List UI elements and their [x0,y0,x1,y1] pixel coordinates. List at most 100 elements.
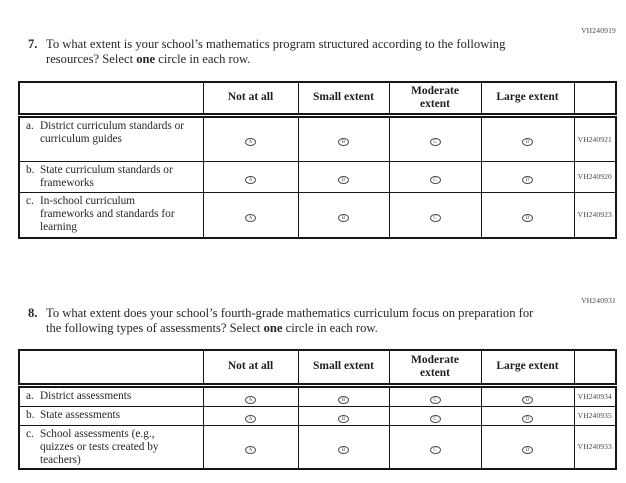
row-marker: b. [26,163,35,176]
answer-circle-c[interactable]: C [429,395,441,404]
header-not-at-all: Not at all [202,81,299,118]
question7-text-bold: one [136,52,156,66]
row-label-cell: b. State assessments [18,405,204,426]
question7-row-a: a. District curriculum standards or curr… [18,114,617,162]
question7: 7. To what extent is your school’s mathe… [28,37,536,67]
answer-circle-c[interactable]: C [429,445,441,454]
answer-cell-large-extent: D [480,424,575,470]
answer-circle-d[interactable]: D [522,414,533,423]
question8-table: Not at all Small extent Moderate extent … [18,349,617,470]
answer-cell-large-extent: D [480,405,575,426]
question8-form-code: VH240931 [581,296,616,305]
row-label: District assessments [40,389,132,402]
question7-row-b: b. State curriculum standards or framewo… [18,160,617,193]
question8: 8. To what extent does your school’s fou… [28,306,536,336]
header-small-extent: Small extent [297,349,390,388]
answer-circle-c[interactable]: C [429,213,441,222]
answer-cell-small-extent: B [297,160,390,193]
question7-row-c: c. In-school curriculum frameworks and s… [18,191,617,239]
question7-form-code: VH240919 [581,26,616,35]
answer-circle-a[interactable]: A [245,445,256,454]
answer-cell-moderate-extent: C [388,160,482,193]
answer-circle-d[interactable]: D [522,395,533,404]
answer-circle-b[interactable]: B [338,414,349,423]
row-item-code: VH240933 [573,424,617,470]
answer-cell-moderate-extent: C [388,405,482,426]
answer-circle-a[interactable]: A [245,414,256,423]
row-label-cell: b. State curriculum standards or framewo… [18,160,204,193]
question8-row-b: b. State assessments A B C D VH240935 [18,405,617,426]
row-marker: c. [26,427,34,440]
answer-cell-not-at-all: A [202,191,299,239]
row-label-cell: a. District assessments [18,384,204,407]
answer-circle-b[interactable]: B [338,213,349,222]
answer-circle-b[interactable]: B [338,175,349,184]
answer-circle-a[interactable]: A [245,395,256,404]
question8-text-bold: one [263,321,283,335]
question8-text-suffix: circle in each row. [282,321,378,335]
question8-text-prefix: To what extent does your school’s fourth… [46,306,534,335]
answer-circle-c[interactable]: C [429,138,441,146]
answer-circle-d[interactable]: D [522,213,533,222]
row-label: District curriculum standards or curricu… [40,119,184,145]
answer-circle-c[interactable]: C [429,414,441,423]
header-large-extent: Large extent [480,349,575,388]
answer-circle-d[interactable]: D [522,138,533,146]
answer-cell-moderate-extent: C [388,191,482,239]
question8-row-c: c. School assessments (e.g., quizzes or … [18,424,617,470]
answer-circle-d[interactable]: D [522,445,533,454]
answer-circle-b[interactable]: B [338,445,349,454]
answer-circle-a[interactable]: A [245,138,256,146]
header-empty-cell [18,349,204,388]
row-item-code: VH240934 [573,384,617,407]
answer-cell-moderate-extent: C [388,384,482,407]
row-marker: b. [26,408,35,421]
row-item-code: VH240923 [573,191,617,239]
answer-cell-small-extent: B [297,384,390,407]
question8-header-row: Not at all Small extent Moderate extent … [18,349,617,388]
row-marker: a. [26,119,34,132]
question7-header-row: Not at all Small extent Moderate extent … [18,81,617,118]
answer-cell-small-extent: B [297,191,390,239]
row-marker: a. [26,389,34,402]
row-label: State assessments [40,408,121,421]
answer-cell-small-extent: B [297,405,390,426]
question7-text-suffix: circle in each row. [155,52,251,66]
question8-row-a: a. District assessments A B C D VH240934 [18,384,617,407]
answer-cell-not-at-all: A [202,114,299,162]
answer-circle-c[interactable]: C [429,175,441,184]
question7-number: 7. [28,37,38,51]
question8-text: To what extent does your school’s fourth… [46,306,536,336]
answer-cell-not-at-all: A [202,160,299,193]
header-code-cell [573,349,617,388]
answer-cell-large-extent: D [480,191,575,239]
answer-cell-moderate-extent: C [388,114,482,162]
answer-circle-d[interactable]: D [522,175,533,184]
question7-text: To what extent is your school’s mathemat… [46,37,536,67]
row-label: State curriculum standards or frameworks [40,163,173,189]
row-label-cell: c. In-school curriculum frameworks and s… [18,191,204,239]
row-label-cell: a. District curriculum standards or curr… [18,114,204,162]
question7-table: Not at all Small extent Moderate extent … [18,81,617,239]
answer-circle-a[interactable]: A [245,213,256,222]
answer-circle-b[interactable]: B [338,395,349,404]
answer-cell-large-extent: D [480,160,575,193]
answer-cell-small-extent: B [297,424,390,470]
row-item-code: VH240921 [573,114,617,162]
answer-cell-large-extent: D [480,384,575,407]
answer-cell-not-at-all: A [202,424,299,470]
question7-text-prefix: To what extent is your school’s mathemat… [46,37,506,66]
answer-cell-moderate-extent: C [388,424,482,470]
answer-cell-not-at-all: A [202,384,299,407]
row-label-cell: c. School assessments (e.g., quizzes or … [18,424,204,470]
header-small-extent: Small extent [297,81,390,118]
header-empty-cell [18,81,204,118]
answer-circle-a[interactable]: A [245,175,256,184]
answer-circle-b[interactable]: B [338,138,349,146]
row-label: In-school curriculum frameworks and stan… [40,194,175,234]
question8-number: 8. [28,306,38,320]
row-item-code: VH240935 [573,405,617,426]
row-item-code: VH240920 [573,160,617,193]
header-not-at-all: Not at all [202,349,299,388]
